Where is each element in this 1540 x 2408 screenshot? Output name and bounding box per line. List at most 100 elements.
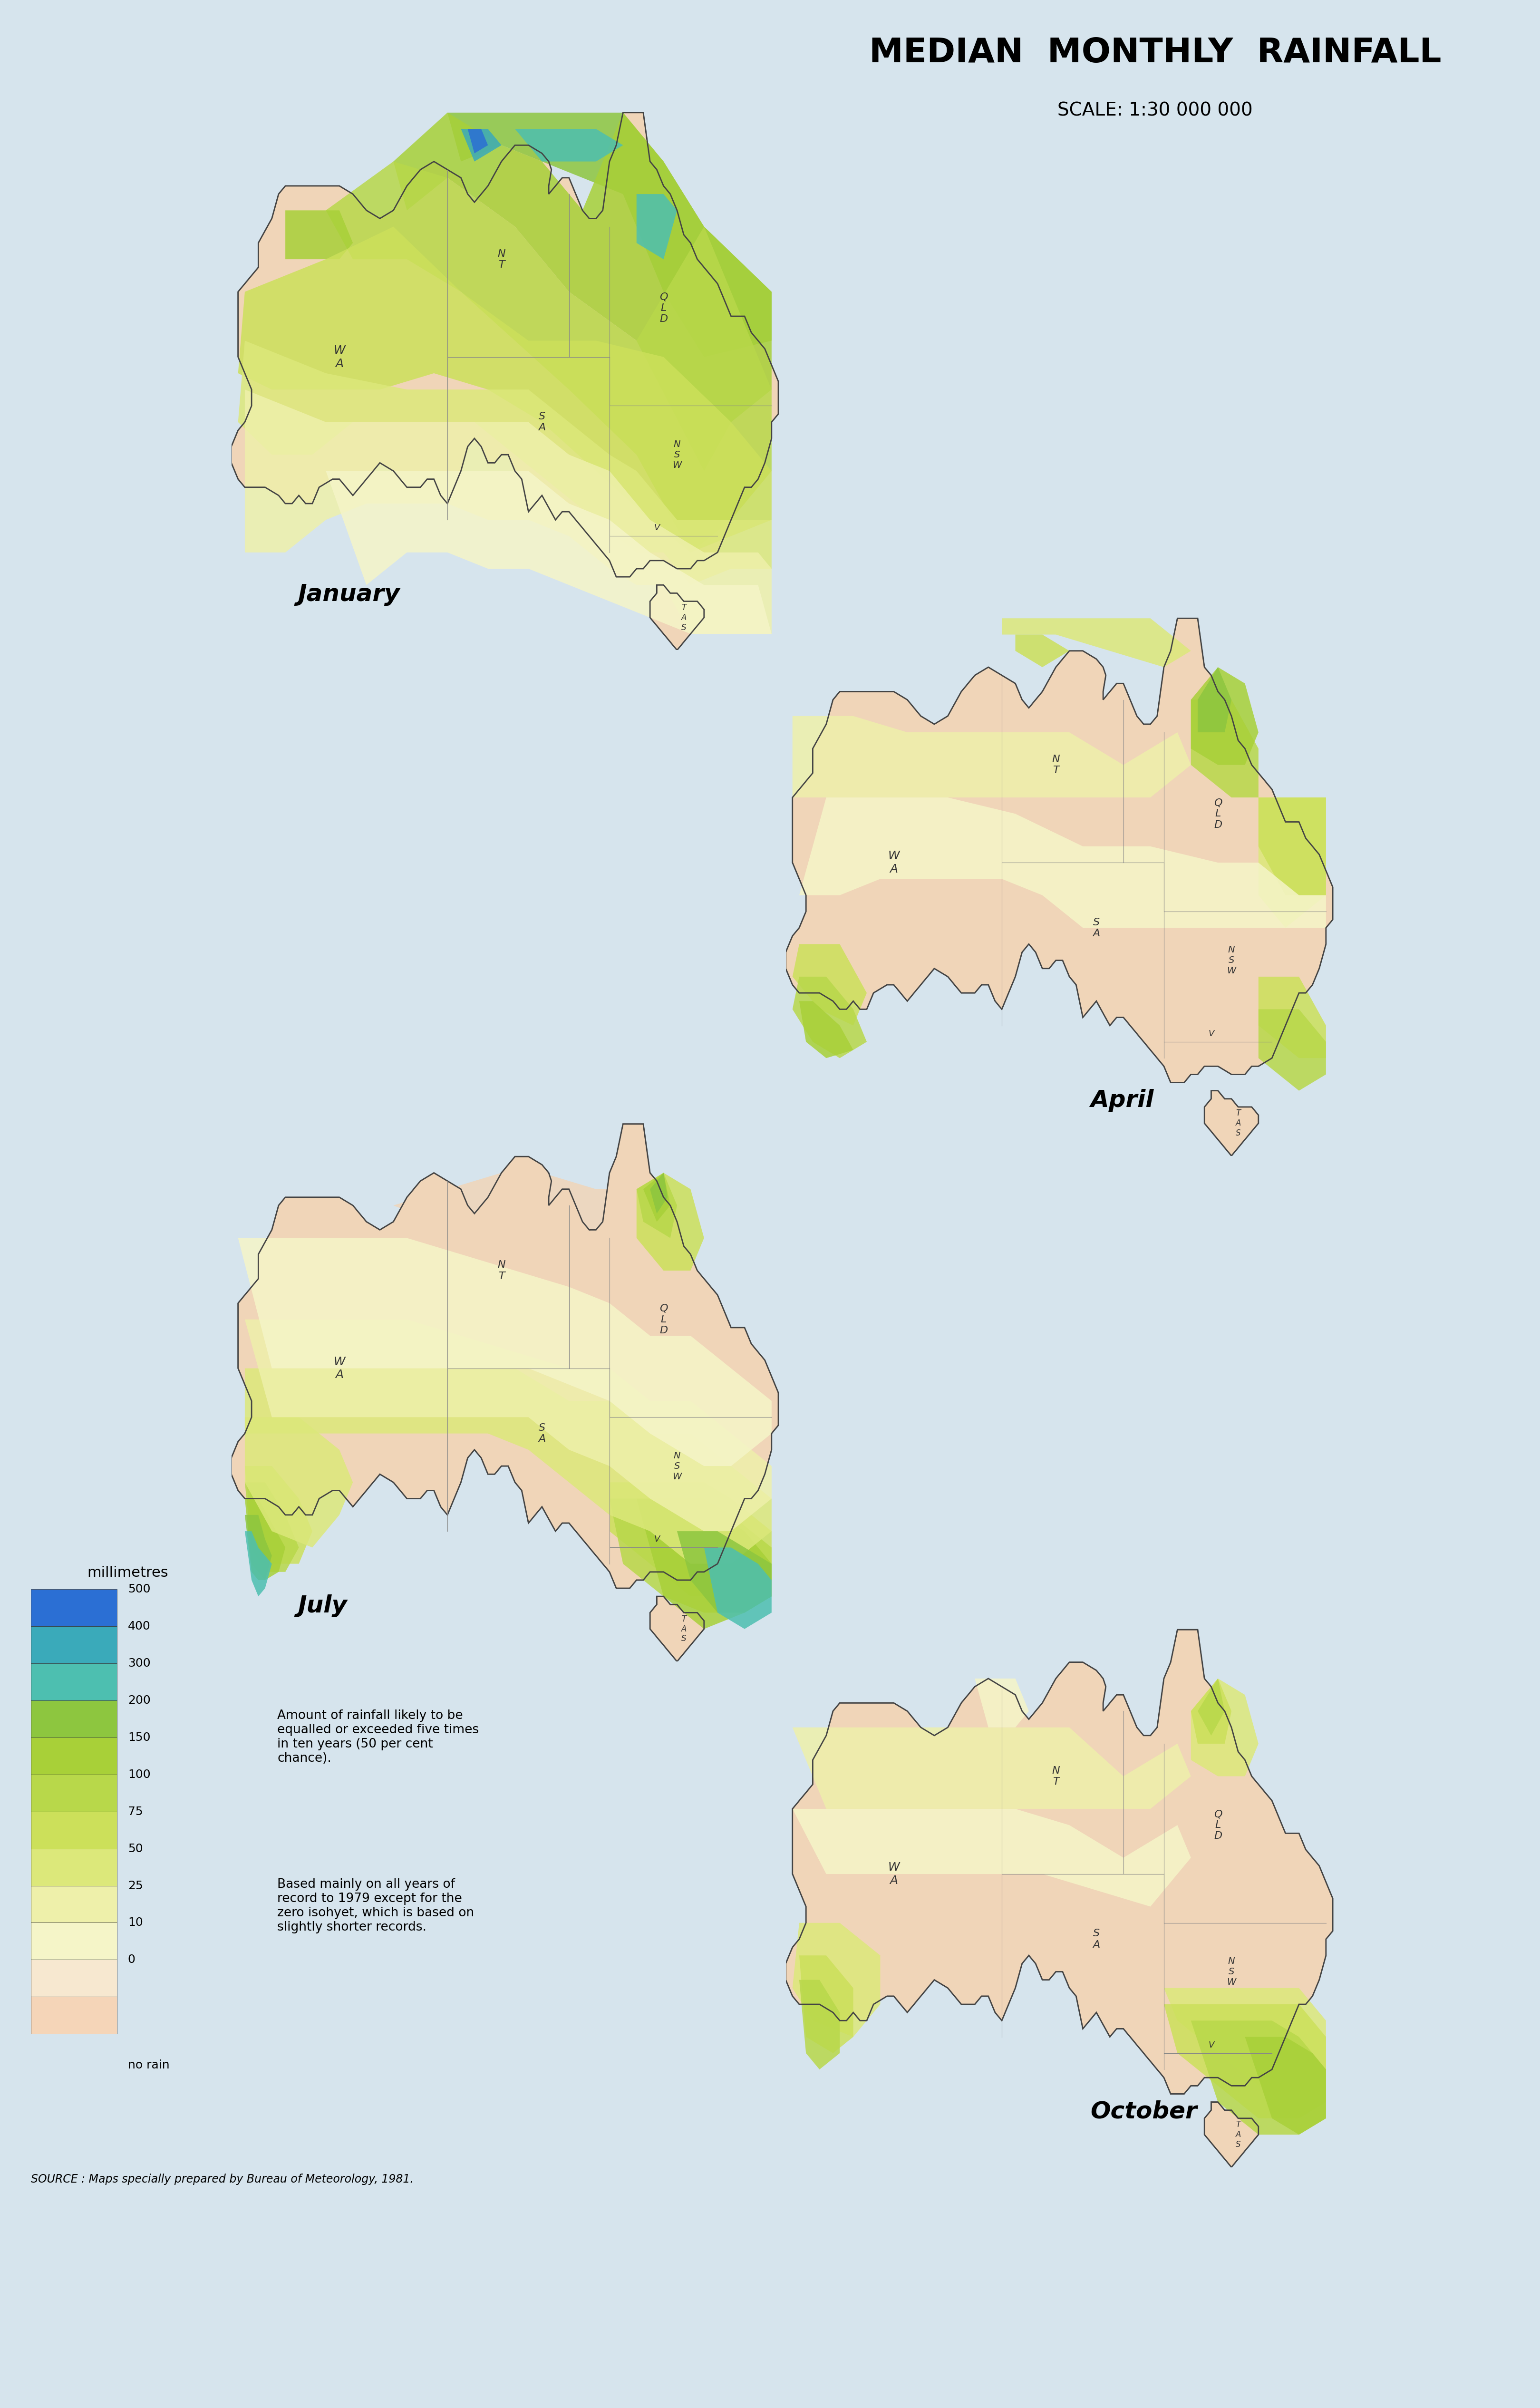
Text: V: V <box>654 1534 659 1544</box>
Polygon shape <box>1244 2037 1326 2133</box>
Polygon shape <box>793 1727 1190 1808</box>
Polygon shape <box>239 1238 772 1466</box>
Text: T
A
S: T A S <box>1235 2121 1241 2148</box>
Polygon shape <box>650 1173 667 1214</box>
Text: W
A: W A <box>334 344 345 368</box>
Polygon shape <box>460 130 502 161</box>
Polygon shape <box>1258 797 1326 927</box>
Text: 75: 75 <box>128 1806 143 1818</box>
Text: Q
L
D: Q L D <box>1214 797 1223 828</box>
Polygon shape <box>1190 2020 1326 2133</box>
Text: Based mainly on all years of
record to 1979 except for the
zero isohyet, which i: Based mainly on all years of record to 1… <box>277 1878 474 1934</box>
Text: Q
L
D: Q L D <box>1214 1808 1223 1840</box>
Polygon shape <box>793 1924 881 2037</box>
Polygon shape <box>793 715 1190 797</box>
Polygon shape <box>239 340 772 585</box>
Text: N
S
W: N S W <box>1227 946 1237 975</box>
Polygon shape <box>1190 667 1258 766</box>
Text: July: July <box>297 1594 347 1618</box>
FancyBboxPatch shape <box>31 1739 117 1775</box>
Text: W
A: W A <box>889 1861 899 1885</box>
Text: Q
L
D: Q L D <box>659 1303 668 1334</box>
Polygon shape <box>1204 1091 1258 1156</box>
Polygon shape <box>1198 667 1232 732</box>
Polygon shape <box>245 1498 285 1580</box>
Text: N
T: N T <box>497 1259 505 1281</box>
Polygon shape <box>393 1173 636 1238</box>
Polygon shape <box>636 1498 772 1628</box>
Text: T
A
S: T A S <box>1235 1110 1241 1137</box>
Text: 400: 400 <box>128 1621 151 1633</box>
Polygon shape <box>245 1368 772 1563</box>
Text: T
A
S: T A S <box>681 1616 687 1642</box>
FancyBboxPatch shape <box>31 1960 117 1996</box>
Polygon shape <box>610 1498 772 1613</box>
FancyBboxPatch shape <box>31 1664 117 1700</box>
Polygon shape <box>785 619 1332 1084</box>
FancyBboxPatch shape <box>31 1589 117 1625</box>
Polygon shape <box>326 472 772 633</box>
Polygon shape <box>1204 2102 1258 2167</box>
Polygon shape <box>644 1173 670 1221</box>
Polygon shape <box>245 390 772 633</box>
Polygon shape <box>793 978 867 1057</box>
Text: N
T: N T <box>1052 754 1060 775</box>
FancyBboxPatch shape <box>31 1885 117 1922</box>
Text: 25: 25 <box>128 1881 143 1890</box>
Polygon shape <box>239 226 772 551</box>
Polygon shape <box>650 1597 704 1662</box>
Text: MEDIAN  MONTHLY  RAINFALL: MEDIAN MONTHLY RAINFALL <box>869 36 1441 70</box>
FancyBboxPatch shape <box>31 1775 117 1811</box>
Text: 10: 10 <box>128 1917 143 1929</box>
Text: W
A: W A <box>334 1356 345 1380</box>
Text: April: April <box>1090 1088 1153 1112</box>
Polygon shape <box>650 585 704 650</box>
Polygon shape <box>636 1173 704 1271</box>
Polygon shape <box>231 1125 778 1589</box>
Polygon shape <box>793 944 867 1026</box>
Text: N
T: N T <box>497 248 505 270</box>
Polygon shape <box>245 1320 772 1531</box>
Polygon shape <box>799 1955 853 2054</box>
Text: January: January <box>297 583 400 607</box>
Polygon shape <box>636 1173 678 1238</box>
Polygon shape <box>326 161 772 551</box>
Polygon shape <box>1258 1009 1326 1091</box>
Polygon shape <box>1190 701 1258 797</box>
FancyBboxPatch shape <box>31 1996 117 2035</box>
Polygon shape <box>1190 1678 1258 1777</box>
Polygon shape <box>245 1515 273 1580</box>
Polygon shape <box>245 1483 299 1572</box>
Text: S
A: S A <box>539 412 545 433</box>
Polygon shape <box>799 1002 853 1057</box>
Polygon shape <box>1258 797 1326 896</box>
Polygon shape <box>468 130 488 154</box>
Polygon shape <box>799 797 1326 927</box>
Polygon shape <box>1258 978 1326 1057</box>
Text: 0: 0 <box>128 1953 136 1965</box>
Text: 300: 300 <box>128 1657 151 1669</box>
FancyBboxPatch shape <box>31 1922 117 1960</box>
Text: W
A: W A <box>889 850 899 874</box>
Text: V: V <box>1209 2040 1214 2049</box>
Polygon shape <box>448 113 772 356</box>
Text: Q
L
D: Q L D <box>659 291 668 323</box>
Polygon shape <box>1190 1678 1232 1743</box>
Text: 50: 50 <box>128 1842 143 1854</box>
Text: millimetres: millimetres <box>88 1565 168 1580</box>
Polygon shape <box>785 1630 1332 2095</box>
Text: N
S
W: N S W <box>673 441 682 470</box>
Text: S
A: S A <box>539 1423 545 1445</box>
Text: S
A: S A <box>1093 917 1100 939</box>
Text: SOURCE : Maps specially prepared by Bureau of Meteorology, 1981.: SOURCE : Maps specially prepared by Bure… <box>31 2174 413 2184</box>
Text: 150: 150 <box>128 1731 151 1743</box>
Polygon shape <box>975 1678 1029 1727</box>
Text: N
T: N T <box>1052 1765 1060 1787</box>
Text: 200: 200 <box>128 1695 151 1707</box>
Polygon shape <box>245 1466 313 1563</box>
Text: V: V <box>1209 1028 1214 1038</box>
Polygon shape <box>636 195 678 260</box>
Polygon shape <box>793 1808 1190 1907</box>
Text: no rain: no rain <box>128 2059 169 2071</box>
FancyBboxPatch shape <box>31 1849 117 1885</box>
